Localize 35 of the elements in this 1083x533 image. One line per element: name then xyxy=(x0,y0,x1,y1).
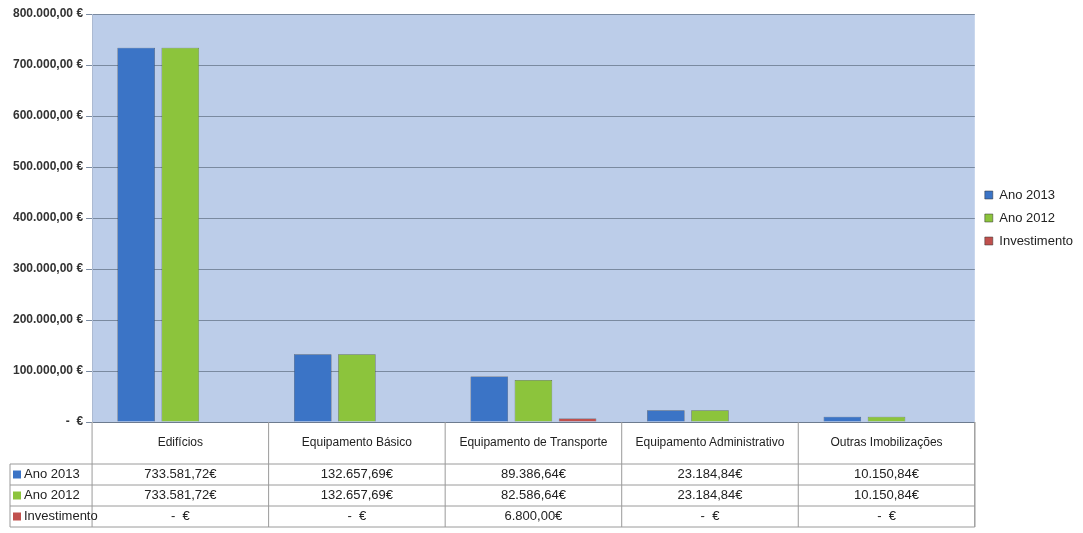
data-label: 6.800,00€ xyxy=(504,508,564,524)
legend-label: Investimento xyxy=(999,232,1073,248)
x-tick-label: Equipamento Básico xyxy=(301,435,413,450)
text: Investimento xyxy=(24,508,98,524)
data-label: - € xyxy=(347,508,368,524)
data-label: 23.184,84€ xyxy=(677,466,744,482)
data-label: 82.586,64€ xyxy=(500,487,567,503)
y-tick-label: 800.000,00 € xyxy=(12,6,84,21)
y-tick-label: 700.000,00 € xyxy=(12,57,84,72)
data-label: 132.657,69€ xyxy=(320,466,394,482)
x-tick-label: Equipamento de Transporte xyxy=(459,435,608,450)
x-tick-label: Outras Imobilizações xyxy=(830,435,943,450)
y-tick-label: 500.000,00 € xyxy=(12,159,84,174)
text: Ano 2012 xyxy=(24,487,80,503)
y-tick-label: 100.000,00 € xyxy=(12,363,84,378)
y-tick-label: - € xyxy=(65,414,84,429)
y-tick-label: 600.000,00 € xyxy=(12,108,84,123)
data-label: 10.150,84€ xyxy=(853,487,920,503)
data-label: - € xyxy=(877,508,897,524)
legend-label: Ano 2013 xyxy=(24,466,80,482)
data-label: 733.581,72€ xyxy=(144,466,218,482)
data-label: 23.184,84€ xyxy=(677,487,744,503)
data-label: - € xyxy=(170,508,191,524)
y-tick-label: 400.000,00 € xyxy=(12,210,84,225)
data-label: - € xyxy=(700,508,721,524)
data-label: 89.386,64€ xyxy=(500,466,567,482)
x-tick-label: Edifícios xyxy=(157,435,204,450)
x-tick-label: Equipamento Administrativo xyxy=(635,435,785,450)
y-tick-label: 200.000,00 € xyxy=(12,312,84,327)
data-label: 733.581,72€ xyxy=(144,487,218,503)
y-tick-label: 300.000,00 € xyxy=(12,261,84,276)
text: Ano 2013 xyxy=(999,186,1055,202)
data-label: 132.657,69€ xyxy=(320,487,394,503)
data-label: 10.150,84€ xyxy=(853,466,920,482)
legend-label: Ano 2012 xyxy=(999,209,1055,225)
